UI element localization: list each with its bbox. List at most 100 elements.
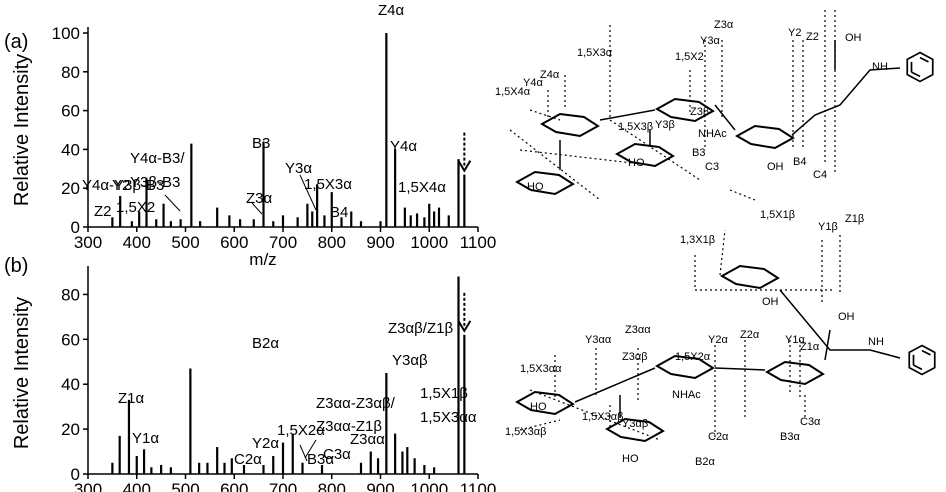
peak-annotation: 1,5X2α bbox=[277, 422, 325, 439]
structure-label: 1,5X3αα bbox=[520, 363, 562, 375]
structure-label: C3α bbox=[800, 416, 821, 428]
peak-annotation: 1,5X4α bbox=[398, 179, 446, 196]
y-axis-label: Relative Intensity bbox=[11, 297, 33, 449]
bonds bbox=[574, 289, 901, 418]
cleavage-lines bbox=[519, 229, 841, 441]
x-tick-label: 700 bbox=[269, 233, 297, 252]
structure-label: OH bbox=[845, 32, 862, 44]
structure-label: OH bbox=[762, 296, 779, 308]
y-axis-label: Relative Intensity bbox=[11, 54, 33, 206]
phenyl bbox=[909, 346, 935, 375]
structure-label: 1,5X3αβ bbox=[505, 426, 546, 438]
y-tick-label: 60 bbox=[61, 330, 80, 349]
x-tick-label: 800 bbox=[318, 233, 346, 252]
structure-label: OH bbox=[767, 161, 784, 173]
structure-label: Y3β bbox=[655, 119, 675, 131]
peak-annotation: C3α bbox=[323, 446, 351, 463]
structure-label: Y3αβ bbox=[622, 418, 648, 430]
y-tick-label: 20 bbox=[61, 179, 80, 198]
structure-label: C3 bbox=[705, 161, 719, 173]
annotation-arrow bbox=[251, 202, 263, 215]
annotation-arrow bbox=[299, 444, 308, 462]
phenyl bbox=[907, 53, 933, 82]
y-tick-label: 80 bbox=[61, 285, 80, 304]
bonds bbox=[559, 40, 901, 170]
peak-annotation: 1,5X2 bbox=[116, 199, 155, 216]
structure-label: 1,5X3α bbox=[577, 47, 613, 59]
peak-annotation: Y2α bbox=[252, 435, 279, 452]
structure-label: B2α bbox=[695, 456, 715, 468]
structure-label: 1,3X1β bbox=[680, 234, 715, 246]
structure-label: Z4α bbox=[540, 69, 560, 81]
x-tick-label: 300 bbox=[74, 233, 102, 252]
sugar-ring bbox=[737, 126, 793, 148]
structure-label: Z3αα bbox=[625, 324, 651, 336]
y-tick-label: 0 bbox=[71, 218, 80, 237]
y-tick-label: 60 bbox=[61, 102, 80, 121]
structure-label: 1,5X3β bbox=[618, 121, 653, 133]
structure-label: 1,5X4α bbox=[495, 86, 531, 98]
sugar-ring bbox=[517, 172, 573, 194]
structure-label: C2α bbox=[708, 431, 729, 443]
peak-annotation: B2α bbox=[252, 335, 279, 352]
precursor-arrowhead bbox=[457, 160, 472, 173]
peak-annotation: Z3α bbox=[246, 190, 273, 207]
x-tick-label: 400 bbox=[123, 480, 151, 492]
peak-annotation: Z3αα bbox=[350, 431, 385, 448]
structure-label: HO bbox=[622, 453, 639, 465]
structure-label: Y1α bbox=[785, 334, 805, 346]
structure-label: 1,5X1β bbox=[760, 209, 795, 221]
structure-label: B3 bbox=[692, 147, 705, 159]
structure-label: HO bbox=[527, 181, 544, 193]
structure-label: Y4α bbox=[523, 77, 543, 89]
peak-annotation: Z3αβ/Z1β bbox=[388, 320, 453, 337]
structure-label: C4 bbox=[813, 169, 827, 181]
structure-label: NHAc bbox=[698, 128, 727, 140]
peak-annotation: Y2 bbox=[112, 177, 130, 194]
x-tick-label: 900 bbox=[366, 480, 394, 492]
x-tick-label: 600 bbox=[220, 233, 248, 252]
peak-annotation: B3 bbox=[252, 135, 270, 152]
structure-label: 1,5X2 bbox=[675, 51, 704, 63]
structure-label: Z3α bbox=[714, 19, 734, 31]
x-tick-label: 600 bbox=[220, 480, 248, 492]
x-tick-label: 500 bbox=[171, 233, 199, 252]
panel-label: (b) bbox=[4, 255, 28, 277]
y-tick-label: 20 bbox=[61, 420, 80, 439]
peak-annotation: Y4α-Y3β-B3 bbox=[82, 177, 164, 194]
x-tick-label: 800 bbox=[318, 480, 346, 492]
structure-label: B3α bbox=[780, 431, 800, 443]
y-tick-label: 100 bbox=[52, 24, 80, 43]
x-tick-label: 700 bbox=[269, 480, 297, 492]
panel-label: (a) bbox=[4, 31, 28, 53]
y-tick-label: 0 bbox=[71, 465, 80, 484]
peak-annotation: Z3αα-Z1β bbox=[316, 418, 382, 435]
peak-annotation: Z2 bbox=[94, 203, 112, 220]
x-tick-label: 1000 bbox=[410, 233, 448, 252]
x-tick-label: 1100 bbox=[460, 480, 497, 492]
structure-label: Y1β bbox=[818, 221, 838, 233]
x-tick-label: 1000 bbox=[410, 480, 448, 492]
structure-label: NHAc bbox=[672, 389, 701, 401]
peak-annotation: Y3αβ bbox=[392, 352, 428, 369]
structure-label: Y2 bbox=[788, 27, 801, 39]
peak-annotation: Y4α bbox=[390, 138, 417, 155]
structure-label: OH bbox=[838, 311, 855, 323]
structure-label: Z2 bbox=[806, 31, 819, 43]
structure-label: HO bbox=[628, 157, 645, 169]
peak-annotation: 1,5X1β bbox=[420, 385, 468, 402]
structure-label: Z3β bbox=[690, 106, 709, 118]
structure-label: Y3αα bbox=[585, 334, 612, 346]
x-tick-label: 400 bbox=[123, 233, 151, 252]
sugar-ring bbox=[767, 362, 823, 384]
annotation-arrow bbox=[164, 194, 181, 212]
cleavage-lines bbox=[509, 10, 836, 201]
peak-annotation: Z3αα-Z3αβ/ bbox=[316, 395, 396, 412]
y-tick-label: 80 bbox=[61, 63, 80, 82]
peak-annotation: Y3α bbox=[285, 160, 312, 177]
structure-label: Z2α bbox=[740, 329, 760, 341]
peak-annotation: B4 bbox=[330, 204, 348, 221]
annotation-arrow bbox=[304, 439, 317, 459]
peak-annotation: Y3β-B3 bbox=[130, 174, 180, 191]
